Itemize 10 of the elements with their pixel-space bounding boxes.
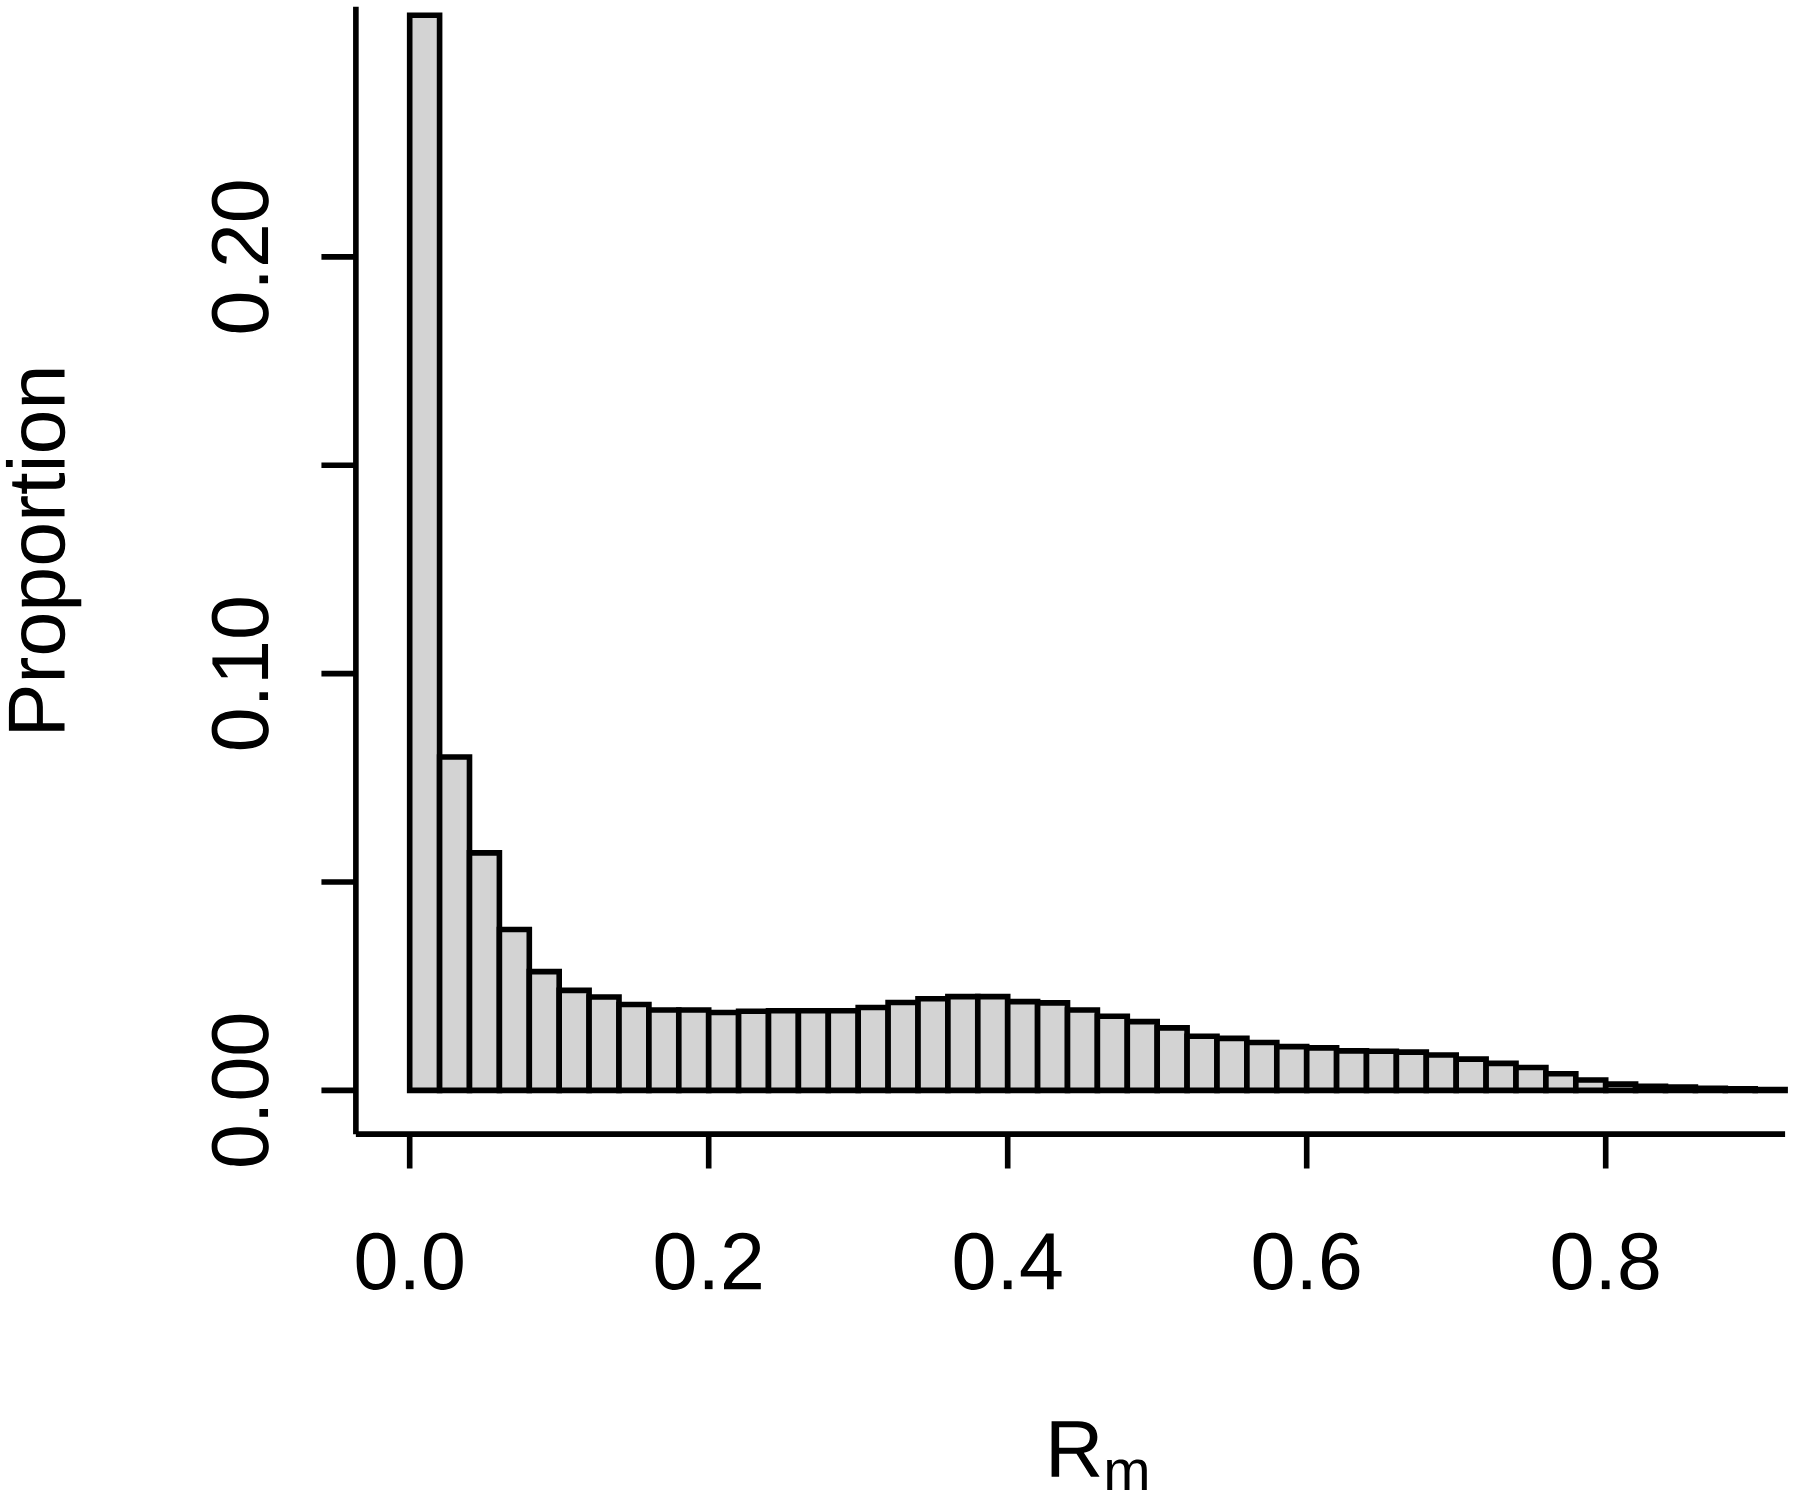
y-tick-label: 0.00 — [211, 1015, 269, 1167]
y-tick-label: 0.20 — [211, 181, 269, 333]
y-axis-title: Proportion — [5, 370, 82, 732]
x-tick-label: 0.8 — [1552, 1232, 1659, 1291]
x-tick-label: 0.0 — [356, 1232, 463, 1291]
x-tick-label: 0.2 — [655, 1232, 761, 1291]
x-tick-label: 0.4 — [954, 1232, 1062, 1291]
x-tick-label: 0.6 — [1253, 1232, 1360, 1291]
y-tick-label: 0.10 — [211, 598, 269, 750]
x-axis-title: R$_{m}$ — [1051, 1421, 1147, 1491]
